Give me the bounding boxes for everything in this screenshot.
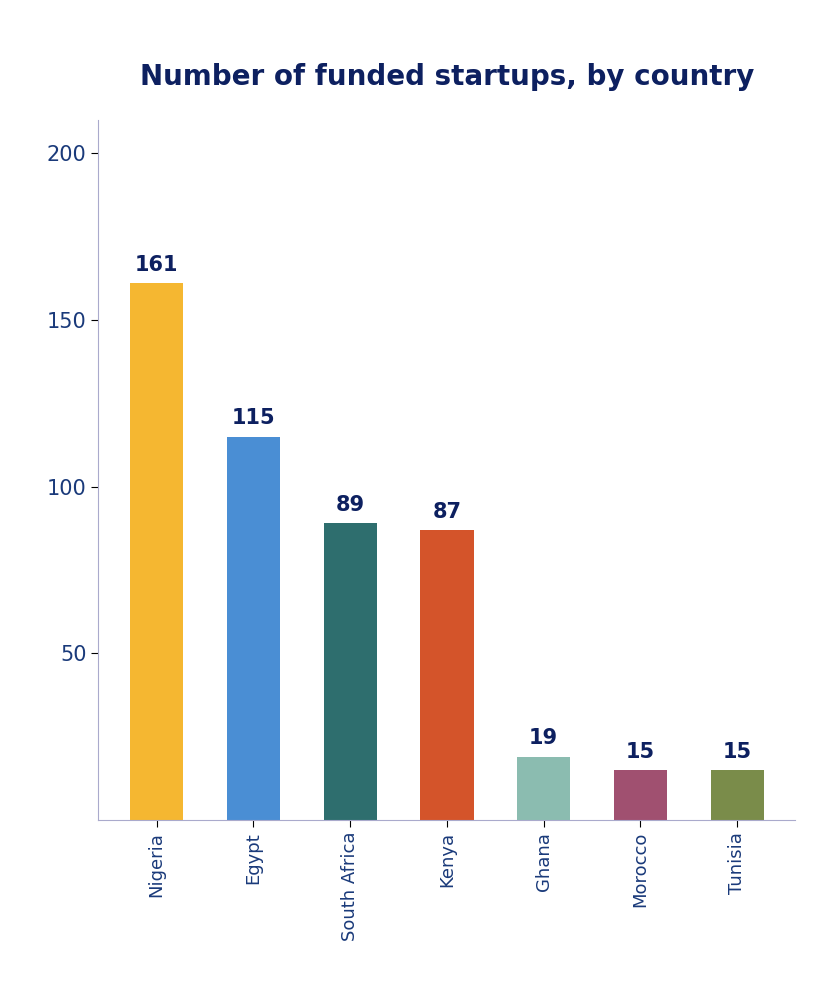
Bar — [420, 530, 473, 820]
Bar — [517, 757, 569, 820]
Bar — [613, 770, 666, 820]
Text: 87: 87 — [432, 502, 461, 522]
Bar — [709, 770, 762, 820]
Text: 15: 15 — [722, 742, 751, 762]
Text: 115: 115 — [231, 408, 275, 428]
Bar — [130, 283, 183, 820]
Text: 15: 15 — [625, 742, 654, 762]
Bar — [227, 437, 279, 820]
Text: 161: 161 — [135, 255, 179, 275]
Text: 19: 19 — [528, 728, 558, 748]
Bar — [324, 523, 376, 820]
Title: Number of funded startups, by country: Number of funded startups, by country — [139, 63, 753, 91]
Text: 89: 89 — [335, 495, 364, 515]
